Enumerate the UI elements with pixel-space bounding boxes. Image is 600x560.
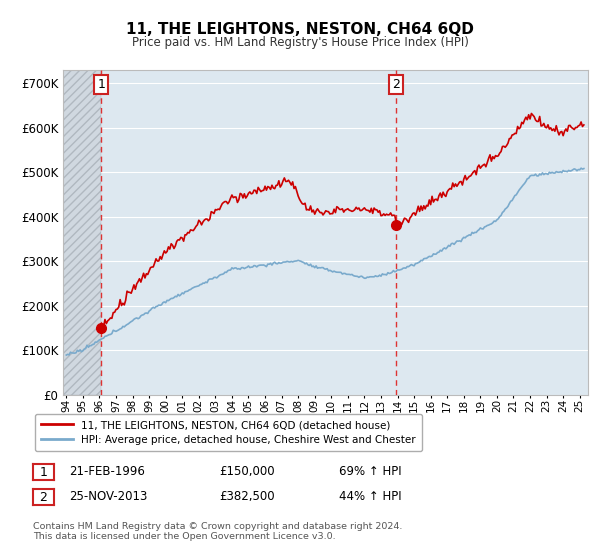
Text: 2: 2 — [40, 491, 47, 504]
Text: 21-FEB-1996: 21-FEB-1996 — [69, 465, 145, 478]
Text: Price paid vs. HM Land Registry's House Price Index (HPI): Price paid vs. HM Land Registry's House … — [131, 36, 469, 49]
Text: 44% ↑ HPI: 44% ↑ HPI — [339, 490, 401, 503]
Text: 69% ↑ HPI: 69% ↑ HPI — [339, 465, 401, 478]
Text: Contains HM Land Registry data © Crown copyright and database right 2024.
This d: Contains HM Land Registry data © Crown c… — [33, 522, 403, 542]
Bar — [63, 70, 101, 395]
Text: 2: 2 — [392, 78, 400, 91]
Text: 25-NOV-2013: 25-NOV-2013 — [69, 490, 148, 503]
Text: 1: 1 — [40, 465, 47, 479]
Text: 1: 1 — [97, 78, 106, 91]
Text: £150,000: £150,000 — [219, 465, 275, 478]
Text: £382,500: £382,500 — [219, 490, 275, 503]
Text: 11, THE LEIGHTONS, NESTON, CH64 6QD: 11, THE LEIGHTONS, NESTON, CH64 6QD — [126, 22, 474, 38]
Legend: 11, THE LEIGHTONS, NESTON, CH64 6QD (detached house), HPI: Average price, detach: 11, THE LEIGHTONS, NESTON, CH64 6QD (det… — [35, 414, 422, 451]
